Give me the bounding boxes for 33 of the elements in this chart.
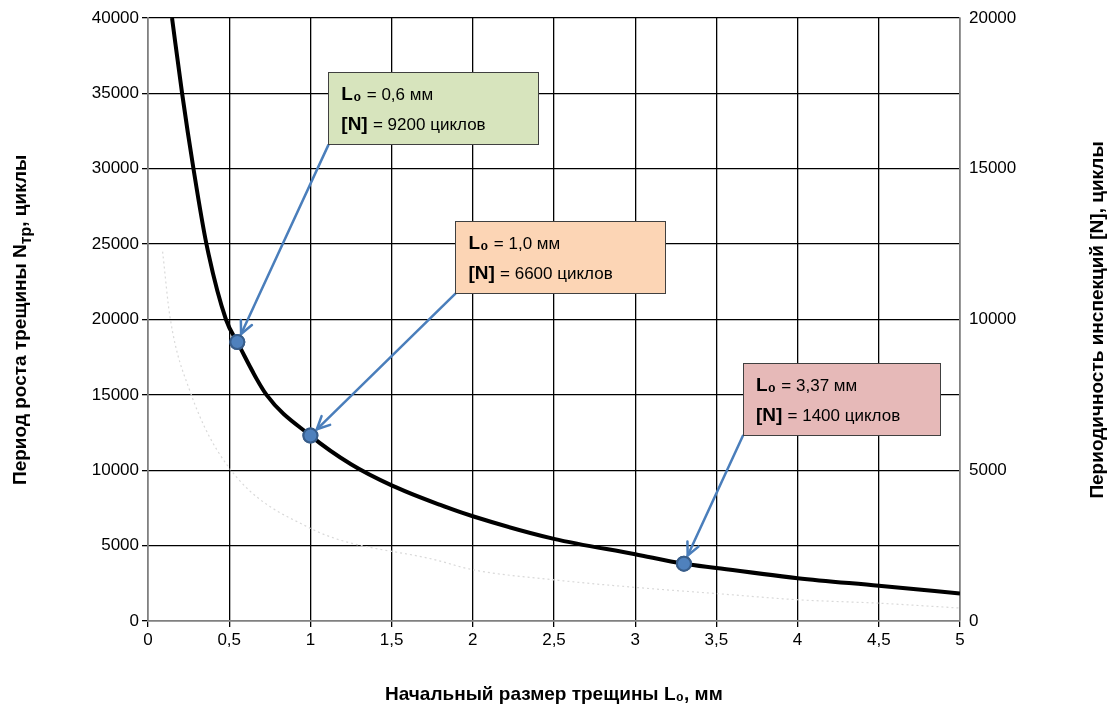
x-tick-label: 4,5 xyxy=(866,629,891,649)
x-tick-label: 0 xyxy=(143,629,153,649)
x-tick-label: 1 xyxy=(305,629,316,649)
callout-box: L₀ = 3,37 мм [N] = 1400 циклов xyxy=(742,362,941,436)
y-tick-label: 40000 xyxy=(91,7,139,27)
y-tick-label: 5000 xyxy=(101,535,139,555)
y-tick-label: 0 xyxy=(129,610,139,630)
y-tick-label: 35000 xyxy=(91,83,139,103)
x-axis-title: Начальный размер трещины L₀, мм xyxy=(385,683,723,705)
y2-tick-label: 10000 xyxy=(969,309,1017,329)
annotation: L₀ = 3,37 мм [N] = 1400 циклов xyxy=(755,373,901,425)
x-tick-label: 5 xyxy=(955,629,965,649)
y-tick-label: 15000 xyxy=(91,384,139,404)
y2-tick-label: 5000 xyxy=(969,459,1007,479)
x-tick-label: 1,5 xyxy=(379,629,404,649)
annotation: L₀ = 0,6 мм [N] = 9200 циклов xyxy=(341,83,486,135)
y-tick-label: 30000 xyxy=(91,158,139,178)
x-tick-label: 3,5 xyxy=(704,629,729,649)
annotation: L₀ = 1,0 мм [N] = 6600 циклов xyxy=(468,231,613,283)
callout-box: L₀ = 0,6 мм [N] = 9200 циклов xyxy=(328,72,540,146)
x-tick-label: 2 xyxy=(468,629,478,649)
y2-tick-label: 20000 xyxy=(969,7,1017,27)
x-tick-label: 0,5 xyxy=(217,629,242,649)
x-tick-label: 3 xyxy=(630,629,640,649)
y2-axis-title: Периодичность инспекций [N], циклы xyxy=(1085,140,1108,499)
y2-tick-label: 0 xyxy=(969,610,979,630)
y-tick-label: 10000 xyxy=(91,459,139,479)
y2-tick-label: 15000 xyxy=(969,158,1017,178)
y-tick-label: 20000 xyxy=(91,309,139,329)
y-tick-label: 25000 xyxy=(91,233,139,253)
callout-box: L₀ = 1,0 мм [N] = 6600 циклов xyxy=(455,220,667,294)
x-tick-label: 2,5 xyxy=(542,629,566,649)
x-tick-label: 4 xyxy=(792,629,803,649)
